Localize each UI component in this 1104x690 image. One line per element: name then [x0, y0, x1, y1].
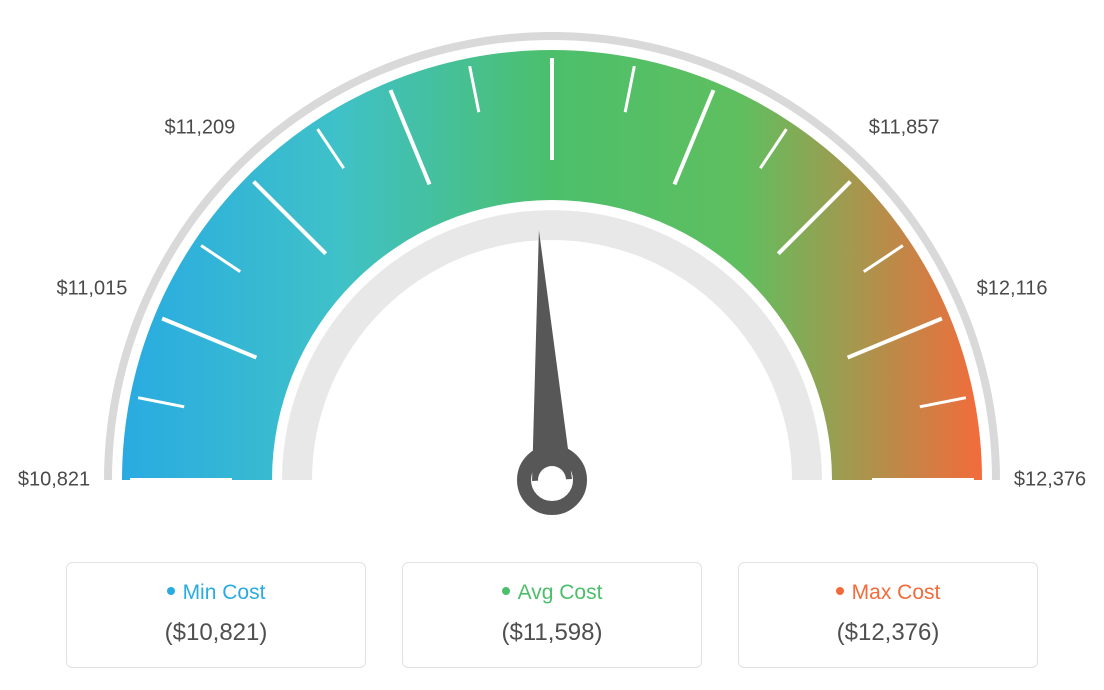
legend-label-avg: Avg Cost [518, 581, 603, 604]
dot-icon [167, 587, 175, 595]
legend-value-min: ($10,821) [67, 619, 365, 647]
gauge-tick-label: $10,821 [18, 469, 90, 492]
legend-value-max: ($12,376) [739, 619, 1037, 647]
legend-label-min: Min Cost [183, 581, 266, 604]
legend-card-avg: Avg Cost ($11,598) [402, 562, 702, 668]
legend-title-min: Min Cost [67, 581, 365, 605]
legend-title-max: Max Cost [739, 581, 1037, 605]
legend-value-avg: ($11,598) [403, 619, 701, 647]
dot-icon [502, 587, 510, 595]
cost-gauge-infographic: $10,821$11,015$11,209$11,598$11,857$12,1… [0, 0, 1104, 690]
legend-card-max: Max Cost ($12,376) [738, 562, 1038, 668]
gauge-tick-label: $11,015 [57, 278, 128, 301]
legend-row: Min Cost ($10,821) Avg Cost ($11,598) Ma… [0, 562, 1104, 668]
legend-label-max: Max Cost [852, 581, 941, 604]
gauge-svg [0, 0, 1104, 560]
dot-icon [836, 587, 844, 595]
legend-card-min: Min Cost ($10,821) [66, 562, 366, 668]
gauge-area: $10,821$11,015$11,209$11,598$11,857$12,1… [0, 0, 1104, 520]
gauge-tick-label: $12,116 [977, 278, 1048, 301]
gauge-tick-label: $11,857 [869, 116, 940, 139]
gauge-tick-label: $11,209 [164, 116, 235, 139]
legend-title-avg: Avg Cost [403, 581, 701, 605]
gauge-tick-label: $12,376 [1014, 469, 1086, 492]
